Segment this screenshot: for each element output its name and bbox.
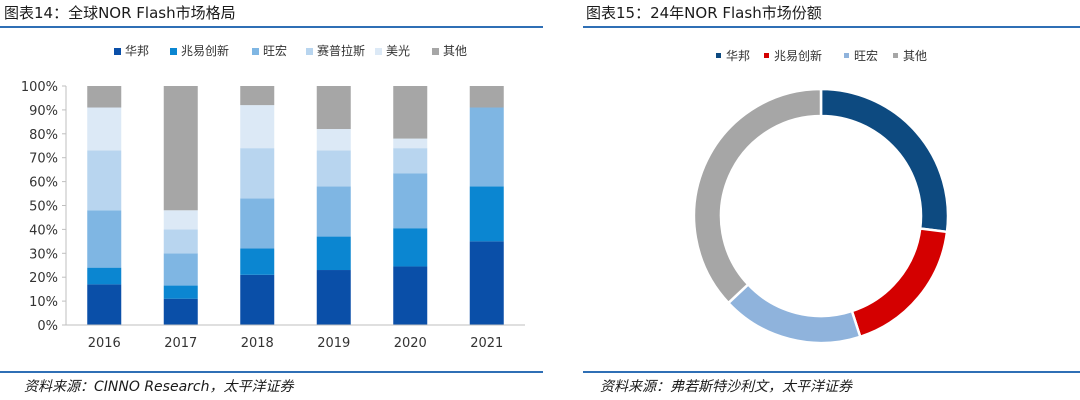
legend-label: 华邦 — [125, 44, 149, 58]
bar-segment — [316, 150, 351, 187]
bar-segment — [393, 173, 428, 229]
bar-segment — [87, 107, 122, 151]
x-tick-label: 2019 — [317, 336, 350, 351]
donut-slice — [850, 227, 949, 339]
y-tick-label: 50% — [29, 200, 58, 215]
bar-segment — [393, 228, 428, 267]
bar-chart-bars — [87, 86, 504, 325]
legend-swatch — [114, 48, 121, 55]
bar-segment — [87, 150, 122, 211]
bar-segment — [163, 86, 198, 211]
y-tick-label: 80% — [29, 128, 58, 143]
right-title-rule — [583, 26, 1080, 28]
legend-label: 其他 — [443, 44, 467, 58]
legend-swatch — [716, 53, 721, 58]
y-tick-label: 70% — [29, 152, 58, 167]
bar-segment — [469, 86, 504, 108]
y-tick-label: 20% — [29, 271, 58, 286]
bar-segment — [316, 186, 351, 237]
bar-segment — [240, 86, 275, 106]
y-tick-label: 90% — [29, 104, 58, 119]
x-tick-label: 2021 — [470, 336, 503, 351]
x-tick-label: 2020 — [394, 336, 427, 351]
x-tick-label: 2016 — [88, 336, 121, 351]
bar-segment — [87, 267, 122, 285]
bar-segment — [87, 86, 122, 108]
bar-segment — [469, 241, 504, 325]
legend-swatch — [844, 53, 849, 58]
right-source-note: 资料来源：弗若斯特沙利文，太平洋证券 — [600, 379, 852, 395]
bar-segment — [393, 138, 428, 149]
donut-slice — [692, 87, 823, 305]
y-tick-label: 60% — [29, 176, 58, 191]
legend-swatch — [764, 53, 769, 58]
x-tick-label: 2017 — [164, 336, 197, 351]
legend-swatch — [306, 48, 313, 55]
bar-segment — [240, 198, 275, 249]
y-tick-label: 40% — [29, 223, 58, 238]
bar-segment — [316, 270, 351, 325]
y-tick-label: 10% — [29, 295, 58, 310]
bar-segment — [469, 186, 504, 242]
bar-chart-x-axis: 2016 2017 2018 2019 2020 2021 — [66, 324, 525, 351]
bar-segment — [163, 229, 198, 254]
legend-swatch — [432, 48, 439, 55]
legend-swatch — [375, 48, 382, 55]
left-chart-title: 图表14：全球NOR Flash市场格局 — [4, 4, 236, 22]
bar-segment — [393, 148, 428, 174]
legend-swatch — [252, 48, 259, 55]
bar-segment — [163, 210, 198, 230]
legend-label: 旺宏 — [854, 48, 878, 63]
y-tick-label: 0% — [37, 319, 58, 334]
legend-label: 兆易创新 — [181, 43, 229, 58]
legend-label: 其他 — [903, 49, 927, 63]
donut-slice — [726, 282, 862, 345]
bar-segment — [393, 86, 428, 139]
bar-segment — [163, 253, 198, 286]
left-source-rule — [0, 371, 543, 373]
legend-label: 旺宏 — [263, 43, 287, 58]
legend-label: 兆易创新 — [774, 48, 822, 63]
right-chart-title: 图表15：24年NOR Flash市场份额 — [586, 4, 822, 22]
x-tick-label: 2018 — [241, 336, 274, 351]
donut-slice — [819, 87, 950, 234]
bar-segment — [240, 274, 275, 325]
bar-chart-y-axis: 0% 10% 20% 30% 40% 50% 60% 70% 80% 90% 100% — [21, 80, 67, 334]
legend-label: 赛普拉斯 — [317, 43, 365, 58]
legend-label: 华邦 — [726, 49, 750, 63]
y-tick-label: 30% — [29, 247, 58, 262]
bar-segment — [240, 105, 275, 149]
donut-chart-legend: 华邦 兆易创新 旺宏 其他 — [716, 48, 927, 63]
legend-swatch — [170, 48, 177, 55]
left-source-note: 资料来源：CINNO Research，太平洋证券 — [24, 379, 294, 395]
legend-label: 美光 — [386, 44, 410, 58]
donut-chart: 华邦 兆易创新 旺宏 其他 — [692, 48, 950, 345]
bar-segment — [316, 236, 351, 271]
bar-chart-legend: 华邦 兆易创新 旺宏 赛普拉斯 美光 其他 — [114, 43, 467, 58]
bar-segment — [240, 248, 275, 275]
bar-segment — [240, 148, 275, 199]
bar-segment — [87, 284, 122, 325]
y-tick-label: 100% — [21, 80, 58, 95]
bar-segment — [316, 129, 351, 151]
bar-segment — [393, 266, 428, 325]
stacked-bar-chart: 华邦 兆易创新 旺宏 赛普拉斯 美光 其他 0% 10% 20% 30% 40% 50% 60% 70%… — [21, 43, 525, 351]
bar-segment — [87, 210, 122, 268]
bar-segment — [163, 285, 198, 299]
left-title-rule — [0, 26, 543, 28]
donut-chart-slices — [692, 87, 950, 345]
right-source-rule — [583, 371, 1080, 373]
bar-segment — [163, 298, 198, 325]
legend-swatch — [893, 53, 898, 58]
bar-segment — [316, 86, 351, 130]
bar-segment — [469, 107, 504, 187]
